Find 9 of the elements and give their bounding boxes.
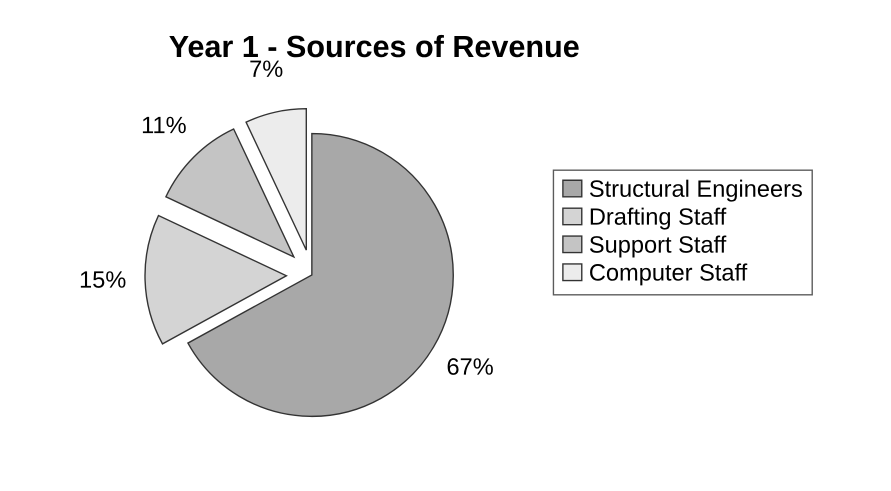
legend-label: Drafting Staff <box>590 208 726 230</box>
data-label: 11% <box>142 116 186 134</box>
data-label: 7% <box>250 60 282 77</box>
legend-label: Structural Engineers <box>590 180 802 202</box>
data-label: 15% <box>80 271 126 288</box>
data-label: 67% <box>448 358 493 375</box>
chart-title: Year 1 - Sources of Revenue <box>169 34 579 58</box>
legend-label: Support Staff <box>590 236 726 258</box>
legend-label: Computer Staff <box>590 263 748 286</box>
